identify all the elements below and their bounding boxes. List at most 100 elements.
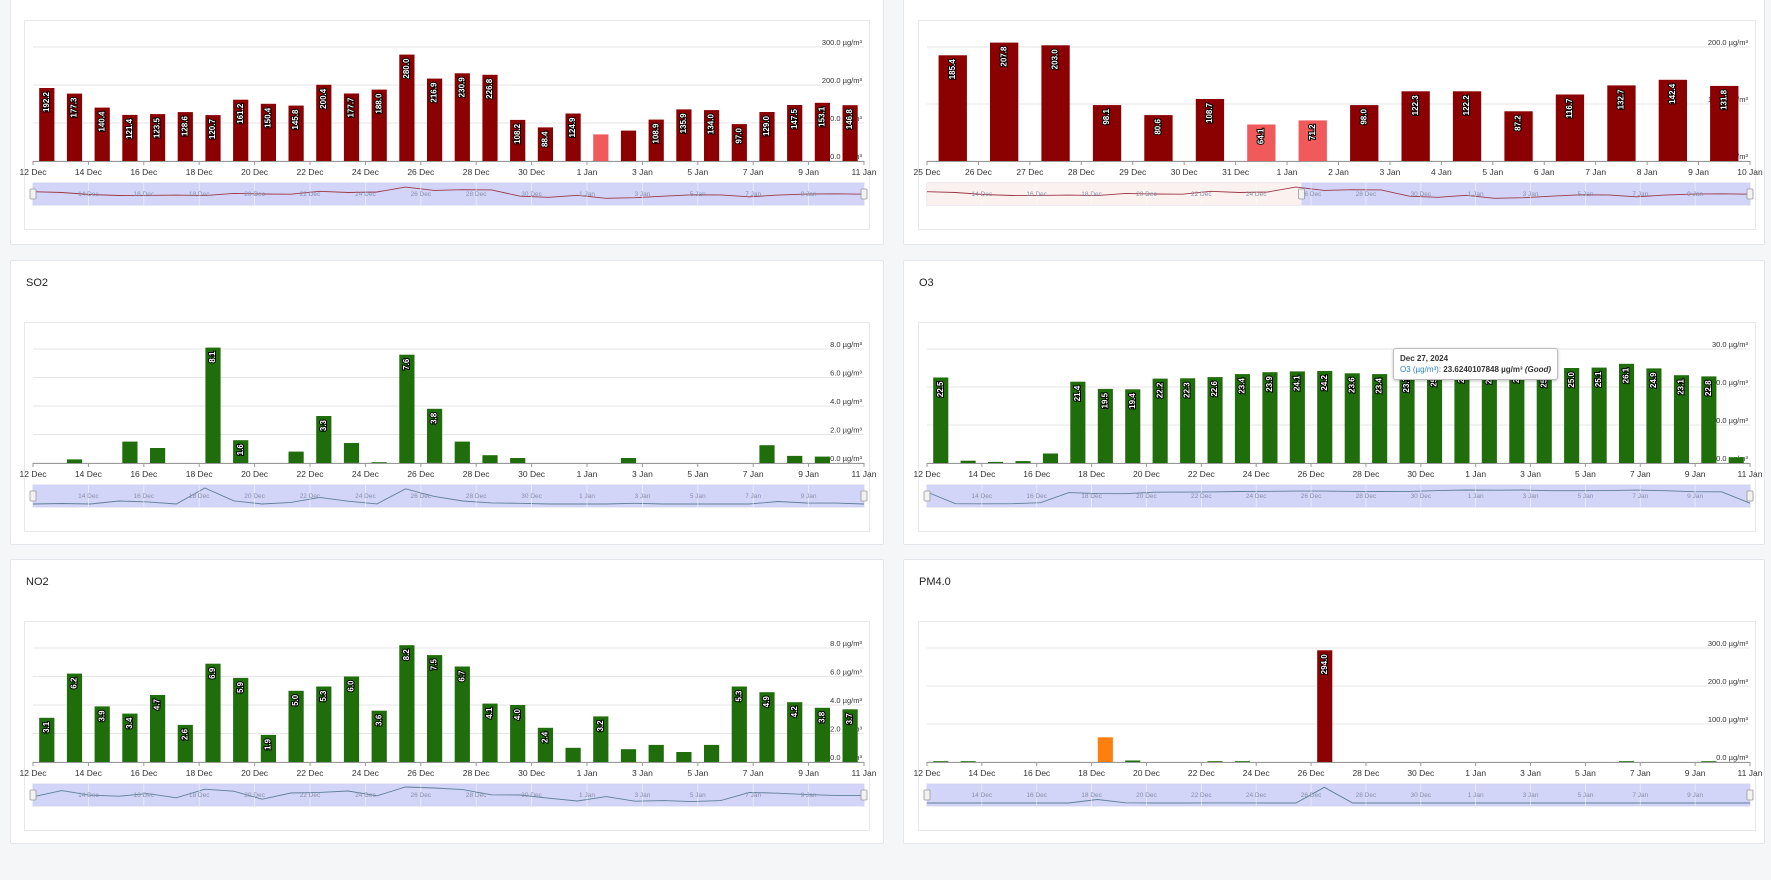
navigator-label: 22 Dec [1191, 493, 1212, 500]
bar [1350, 105, 1379, 161]
navigator-right-handle[interactable] [1746, 789, 1754, 801]
no2-chart-area: 8.0 µg/m³6.0 µg/m³4.0 µg/m³2.0 µg/m³0.0 … [20, 621, 877, 832]
navigator-right-handle[interactable] [860, 789, 868, 801]
bar [565, 747, 581, 763]
bar [814, 102, 830, 161]
so2-chart[interactable]: 8.0 µg/m³ 6.0 µg/m³ 4.0 µg/m³ 2.0 µg/m³ 0.0 … [20, 323, 877, 533]
bar [260, 734, 276, 762]
navigator-label: 3 Jan [634, 191, 650, 198]
bar [427, 78, 443, 161]
bar [510, 119, 526, 161]
navigator-left-handle[interactable] [923, 490, 931, 502]
x-tick-label: 22 Dec [297, 167, 325, 177]
navigator-left-handle[interactable] [29, 490, 37, 502]
x-tick-label: 14 Dec [968, 469, 996, 479]
bar-data-label: 3.4 [125, 717, 134, 729]
pm40-card: PM4.0 300.0 µg/m³ 200.0 µg/m³ 100.0 µg/m³ 0… [903, 559, 1765, 844]
x-tick-label: 12 Dec [914, 469, 942, 479]
pm40-chart[interactable]: 300.0 µg/m³ 200.0 µg/m³ 100.0 µg/m³ 0.0 µg/… [914, 622, 1763, 832]
bar-data-label: 23.9 [1265, 376, 1274, 392]
x-tick-label: 7 Jan [1630, 768, 1651, 778]
navigator-label: 16 Dec [133, 493, 154, 500]
navigator: 14 Dec 16 Dec 18 Dec 20 Dec 22 Dec 24 Dec 26 D… [29, 783, 868, 807]
x-tick-label: 28 Dec [463, 167, 491, 177]
bar [960, 460, 976, 463]
bar-data-label: 3.8 [430, 412, 439, 424]
bar [1144, 115, 1173, 161]
navigator-label: 20 Dec [1136, 191, 1157, 198]
bar-data-label: 23.7 [1402, 376, 1411, 392]
navigator-label: 14 Dec [972, 493, 993, 500]
bar [565, 113, 581, 161]
navigator-right-handle[interactable] [1746, 188, 1754, 200]
bar [1509, 363, 1525, 463]
bar-data-label: 135.9 [679, 113, 688, 134]
bar [94, 107, 110, 161]
x-tick-label: 24 Dec [352, 167, 380, 177]
navigator-label: 26 Dec [1301, 493, 1322, 500]
navigator-right-handle[interactable] [1746, 490, 1754, 502]
bar [787, 455, 803, 463]
x-tick-label: 30 Dec [518, 167, 546, 177]
x-tick-label: 7 Jan [1630, 469, 1651, 479]
navigator-label: 28 Dec [466, 191, 487, 198]
bar [1701, 376, 1717, 463]
y-tick-label: 200.0 µg/m³ [1708, 677, 1749, 686]
navigator-label: 30 Dec [521, 191, 542, 198]
bar [990, 42, 1019, 161]
no2-chart[interactable]: 8.0 µg/m³6.0 µg/m³4.0 µg/m³2.0 µg/m³0.0 … [20, 622, 877, 832]
bars: 185.4 207.8 203.0 98.1 80.6 108.7 64.1 71.2 98.0… [938, 42, 1739, 161]
bar [933, 761, 949, 762]
navigator-left-handle[interactable] [29, 789, 37, 801]
bar [1454, 363, 1470, 463]
navigator-label: 18 Dec [189, 493, 210, 500]
x-tick-label: 14 Dec [968, 768, 996, 778]
navigator-left-handle[interactable] [923, 789, 931, 801]
navigator-label: 3 Jan [1523, 191, 1539, 198]
navigator-label: 18 Dec [189, 191, 210, 198]
tooltip-series: O3 (µg/m³) [1400, 365, 1439, 374]
bar-data-label: 192.2 [42, 91, 51, 112]
bar [427, 655, 443, 762]
bar [1607, 85, 1636, 161]
so2-card: SO2 8.0 µg/m³ 6.0 µg/m³ 4.0 µg/m³ 2.0 µg/m³… [10, 260, 884, 545]
navigator-label: 28 Dec [1356, 792, 1377, 799]
navigator-label: 30 Dec [1410, 493, 1431, 500]
pm40-title: PM4.0 [919, 576, 951, 588]
bar-data-label: 4.0 [513, 708, 522, 720]
bar [1207, 377, 1223, 463]
navigator-left-handle[interactable] [29, 188, 37, 200]
bar [1344, 373, 1360, 463]
y-gridlines: 300.0 µg/m³ 200.0 µg/m³ 100.0 µg/m³ 0.0 µg/… [927, 639, 1750, 763]
navigator-right-handle[interactable] [860, 490, 868, 502]
bar [1317, 371, 1333, 463]
navigator-label: 9 Jan [801, 792, 817, 799]
x-tick-label: 26 Dec [965, 167, 993, 177]
navigator-series-line [32, 786, 865, 803]
bar [1399, 372, 1415, 463]
navigator-label: 16 Dec [133, 792, 154, 799]
bar [205, 663, 221, 762]
navigator-label: 22 Dec [1191, 792, 1212, 799]
bar [648, 744, 664, 762]
navigator-label: 22 Dec [300, 191, 321, 198]
bar [1317, 650, 1333, 762]
x-tick-label: 22 Dec [297, 768, 325, 778]
bar-data-label: 6.2 [70, 677, 79, 689]
y-tick-label: 100.0 µg/m³ [1708, 715, 1749, 724]
navigator-label: 28 Dec [466, 493, 487, 500]
x-tick-label: 28 Dec [1352, 469, 1380, 479]
navigator-right-handle[interactable] [860, 188, 868, 200]
bar-data-label: 6.7 [457, 670, 466, 682]
bar-data-label: 4.9 [762, 696, 771, 708]
bar [676, 752, 692, 762]
navigator-left-handle[interactable] [1298, 188, 1305, 200]
navigator-label: 3 Jan [1523, 792, 1539, 799]
bar [960, 761, 976, 762]
bar [371, 89, 387, 161]
navigator-label: 24 Dec [355, 792, 376, 799]
